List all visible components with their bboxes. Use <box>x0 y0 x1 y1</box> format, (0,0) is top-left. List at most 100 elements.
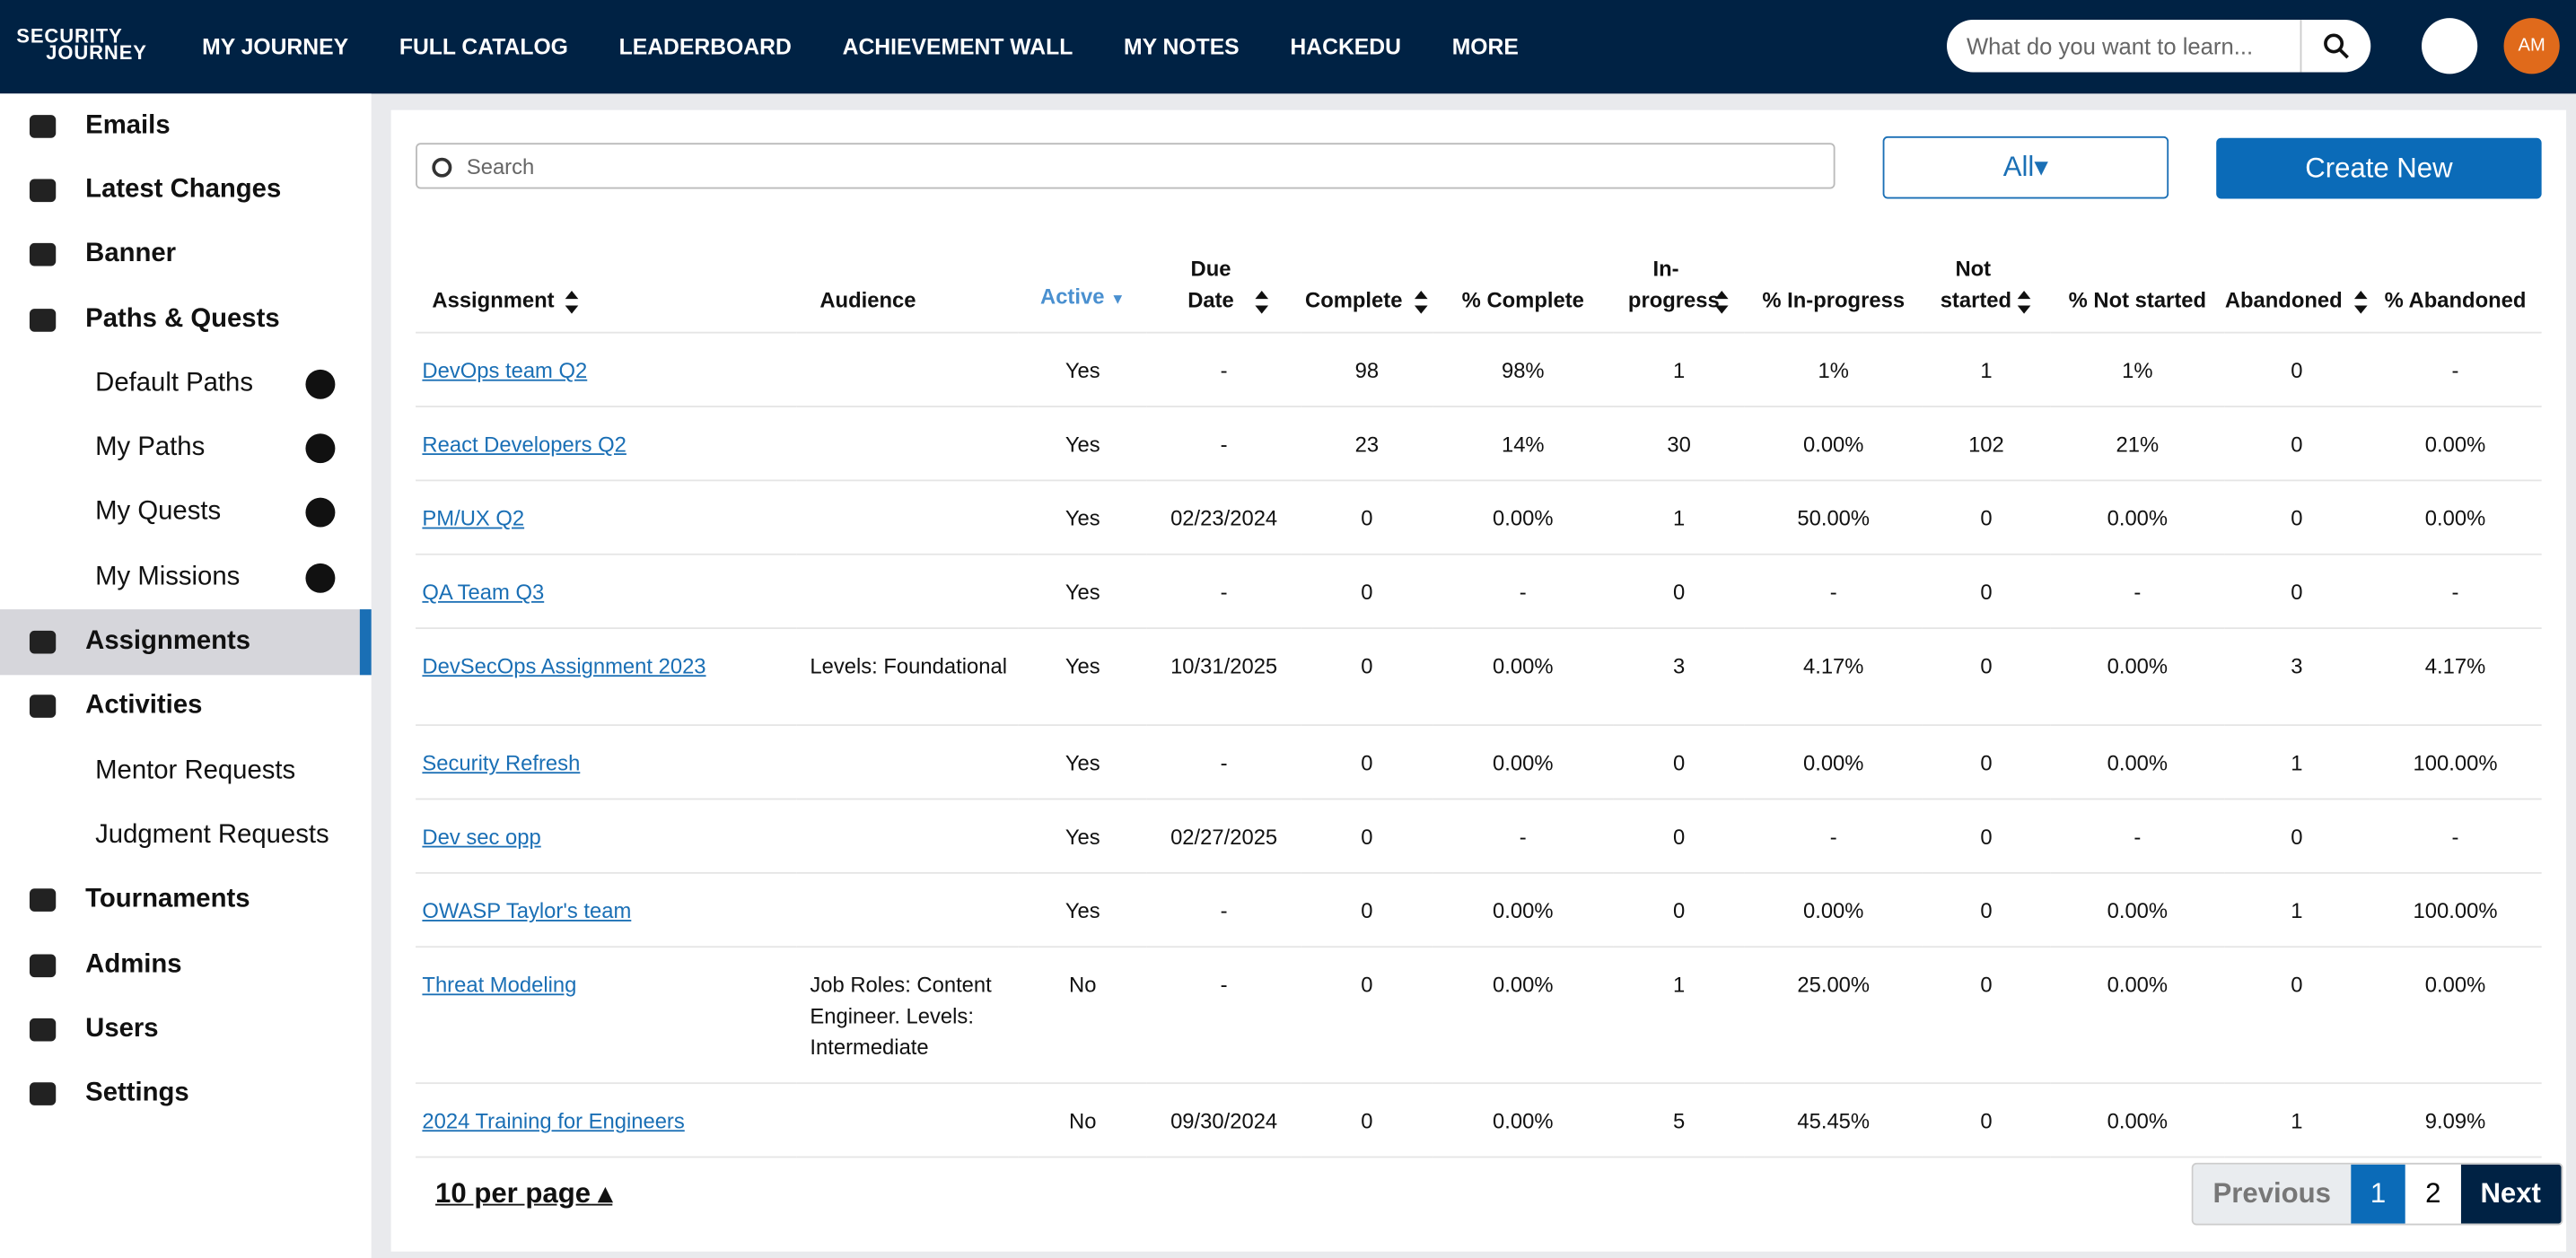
table-cell: 0 <box>1301 628 1433 727</box>
assignment-link[interactable]: Security Refresh <box>422 750 581 775</box>
table-cell: 0 <box>1613 725 1745 800</box>
table-cell: - <box>1146 725 1301 800</box>
column-header[interactable]: Abandoned <box>2224 224 2370 334</box>
table-cell: - <box>2050 554 2225 630</box>
sidebar-item[interactable]: Users <box>0 997 372 1061</box>
sidebar-item[interactable]: Tournaments <box>0 868 372 932</box>
cell-text: 100.00% <box>2413 898 2498 923</box>
table-cell: - <box>2050 799 2225 874</box>
table-cell: 0.00% <box>2050 872 2225 948</box>
sort-icon <box>1255 290 1269 313</box>
assignment-link[interactable]: Threat Modeling <box>422 972 577 998</box>
top-bar: SECURITY JOURNEY MY JOURNEY FULL CATALOG LE… <box>0 0 2576 94</box>
sidebar-item[interactable]: Paths & Quests <box>0 287 372 352</box>
cell-text: 0.00% <box>2424 432 2486 457</box>
assignment-link[interactable]: DevOps team Q2 <box>422 358 588 383</box>
sidebar-subitem[interactable]: My Paths <box>0 416 372 481</box>
table-cell: 0 <box>1301 947 1433 1085</box>
column-header[interactable]: Not started <box>1922 224 2051 334</box>
cell-text: 0 <box>1673 750 1686 775</box>
create-button[interactable]: Create New <box>2216 137 2542 199</box>
page-button[interactable]: 1 <box>2350 1164 2406 1224</box>
sidebar-subitem[interactable]: Judgment Requests <box>0 804 372 869</box>
previous-button[interactable]: Previous <box>2193 1164 2351 1224</box>
table-cell: - <box>1744 799 1923 874</box>
cell-text: 0 <box>2291 972 2303 998</box>
nav-item[interactable]: HACKEDU <box>1290 34 1401 59</box>
nav-item[interactable]: MORE <box>1451 34 1519 59</box>
chevron[interactable] <box>305 498 336 529</box>
table-cell: 0.00% <box>1744 725 1923 800</box>
cell-text: 1% <box>1818 358 1849 383</box>
table-cell: 0 <box>1922 628 2051 727</box>
cell-text: Yes <box>1065 898 1100 923</box>
top-search[interactable]: What do you want to learn... <box>1947 19 2371 73</box>
column-label: Audience <box>819 287 916 312</box>
sidebar-item[interactable]: Settings <box>0 1061 372 1126</box>
table-cell: 0.00% <box>2050 1083 2225 1158</box>
table-cell: 0.00% <box>1433 628 1614 727</box>
sidebar-label: Users <box>85 1014 159 1043</box>
sidebar-item[interactable]: Banner <box>0 223 372 287</box>
column-header: Audience <box>796 224 1019 334</box>
nav-item[interactable]: ACHIEVEMENT WALL <box>842 34 1073 59</box>
sidebar-label: Tournaments <box>85 885 250 914</box>
next-button[interactable]: Next <box>2460 1164 2561 1224</box>
column-header[interactable]: Assignment <box>416 224 797 334</box>
sidebar-item[interactable]: Activities <box>0 675 372 739</box>
cell-text: Job Roles: Content Engineer. Levels: Int… <box>810 972 992 1060</box>
chevron[interactable] <box>305 369 336 399</box>
assignment-link[interactable]: React Developers Q2 <box>422 432 626 457</box>
assignment-link[interactable]: QA Team Q3 <box>422 580 545 605</box>
table-cell: 1 <box>1613 332 1745 407</box>
table-cell: Yes <box>1018 480 1147 555</box>
logo-text: JOURNEY <box>46 40 147 65</box>
assignment-link[interactable]: Dev sec opp <box>422 824 541 850</box>
nav-item[interactable]: MY JOURNEY <box>202 34 349 59</box>
table-cell: 0.00% <box>1433 1083 1614 1158</box>
table-cell: 0 <box>1301 725 1433 800</box>
sidebar-subitem[interactable]: Mentor Requests <box>0 739 372 804</box>
filter-dropdown[interactable]: All ▾ <box>1882 135 2169 199</box>
sidebar-item[interactable]: Admins <box>0 932 372 997</box>
column-header[interactable]: Active ▼ <box>1018 224 1147 334</box>
assignment-link[interactable]: OWASP Taylor's team <box>422 898 632 923</box>
column-header[interactable]: Due Date <box>1146 224 1301 334</box>
sidebar-subitem[interactable]: My Quests <box>0 481 372 546</box>
table-cell: 30 <box>1613 406 1745 482</box>
cell-text: 0.00% <box>1493 898 1554 923</box>
sort-icon <box>2017 290 2031 313</box>
logo[interactable]: SECURITY JOURNEY <box>16 26 147 65</box>
nav-item[interactable]: MY NOTES <box>1124 34 1240 59</box>
assignment-link[interactable]: DevSecOps Assignment 2023 <box>422 653 706 678</box>
table-search[interactable]: Search <box>416 143 1836 189</box>
cell-text: 23 <box>1354 432 1380 457</box>
sidebar-item[interactable]: Assignments <box>0 609 372 676</box>
assignment-link[interactable]: PM/UX Q2 <box>422 505 525 531</box>
sidebar-item[interactable]: Latest Changes <box>0 158 372 223</box>
table-cell: QA Team Q3 <box>416 554 797 630</box>
sidebar-item[interactable]: Emails <box>0 93 372 158</box>
column-label: Active <box>1040 284 1105 310</box>
column-header[interactable]: Complete <box>1301 224 1433 334</box>
sidebar-subitem[interactable]: My Missions <box>0 546 372 610</box>
table-cell: 0.00% <box>1433 872 1614 948</box>
chevron[interactable] <box>305 433 336 464</box>
chevron[interactable] <box>305 563 336 593</box>
per-page[interactable]: 10 per page ▴ <box>435 1177 613 1210</box>
notifications[interactable] <box>2422 18 2478 74</box>
table-cell: 0 <box>2224 554 2370 630</box>
sidebar-subitem[interactable]: Default Paths <box>0 352 372 416</box>
nav-item[interactable]: FULL CATALOG <box>399 34 568 59</box>
assignment-link[interactable]: 2024 Training for Engineers <box>422 1108 685 1133</box>
page-button[interactable]: 2 <box>2425 1177 2441 1210</box>
filter-label: All <box>2002 151 2035 183</box>
table-cell: 0 <box>1301 480 1433 555</box>
table-row: Dev sec opp Yes 02/27/2025 0 - 0 - 0 - 0 - <box>416 799 2542 874</box>
column-header[interactable]: In-progress <box>1613 224 1745 334</box>
search-button[interactable] <box>2300 19 2371 73</box>
nav-item[interactable]: LEADERBOARD <box>618 34 792 59</box>
table-cell: 4.17% <box>2369 628 2542 727</box>
avatar[interactable]: AM <box>2503 18 2560 74</box>
cell-text: - <box>1519 824 1527 850</box>
